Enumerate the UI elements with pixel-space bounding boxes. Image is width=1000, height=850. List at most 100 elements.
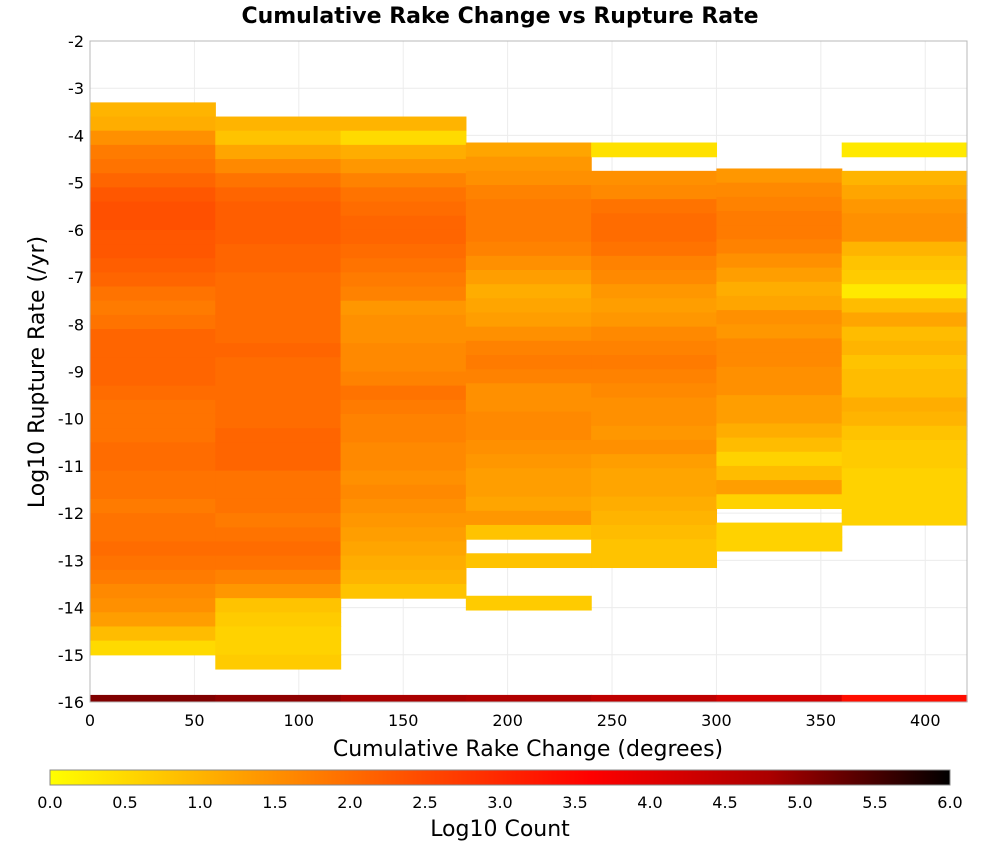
heatmap-cell: [841, 383, 968, 399]
x-tick-label: 400: [910, 711, 941, 730]
colorbar-tick-label: 0.5: [112, 793, 137, 812]
heatmap-cell: [215, 527, 342, 543]
heatmap-cell-bottom: [215, 694, 342, 702]
y-tick-label: -14: [58, 599, 84, 618]
heatmap-cell: [716, 366, 843, 382]
heatmap-cell: [215, 329, 342, 344]
heatmap-cell: [340, 413, 467, 429]
heatmap-cell: [465, 468, 592, 484]
heatmap-cell: [591, 510, 718, 526]
heatmap-cell: [215, 569, 342, 585]
heatmap-cell: [340, 159, 467, 174]
heatmap-cell: [90, 583, 216, 599]
heatmap-cell: [716, 437, 843, 453]
heatmap-cell: [90, 456, 216, 472]
x-axis-label: Cumulative Rake Change (degrees): [333, 737, 723, 762]
heatmap-cell: [90, 626, 216, 642]
heatmap-cell: [591, 284, 718, 299]
heatmap-cell: [340, 470, 467, 486]
heatmap-cell: [841, 284, 968, 299]
y-tick-label: -15: [58, 646, 84, 665]
heatmap-cell-bottom: [841, 694, 968, 702]
heatmap-cell: [90, 612, 216, 628]
heatmap-cell: [465, 383, 592, 399]
heatmap-cell: [340, 272, 467, 288]
heatmap-cell: [465, 284, 592, 299]
heatmap-cell: [90, 258, 216, 273]
heatmap-cell: [340, 215, 467, 231]
heatmap-cell: [591, 354, 718, 370]
heatmap-cell: [90, 116, 216, 132]
heatmap-cell: [591, 524, 718, 540]
heatmap-cell: [716, 253, 843, 269]
heatmap-cell: [716, 380, 843, 396]
heatmap-cell: [215, 300, 342, 316]
heatmap-cell: [841, 482, 968, 498]
heatmap-cell: [340, 456, 467, 472]
heatmap-cell: [90, 527, 216, 543]
heatmap-cell: [841, 269, 968, 285]
heatmap-cell: [340, 343, 467, 358]
heatmap-cell: [90, 286, 216, 302]
heatmap-cell: [340, 244, 467, 259]
heatmap-cell: [215, 541, 342, 557]
heatmap-cell: [340, 130, 467, 146]
x-tick-label: 0: [85, 711, 95, 730]
heatmap-cell: [591, 340, 718, 356]
heatmap-cell: [841, 199, 968, 214]
heatmap-cell: [465, 510, 592, 526]
heatmap-cell: [465, 213, 592, 229]
heatmap-cell: [716, 536, 843, 552]
heatmap-cell: [90, 555, 216, 571]
y-tick-label: -11: [58, 457, 84, 476]
colorbar-tick-label: 3.0: [487, 793, 512, 812]
heatmap-cell: [215, 583, 342, 599]
y-tick-label: -8: [68, 315, 84, 334]
heatmap-cell-bottom: [591, 694, 718, 702]
heatmap-cell: [215, 498, 342, 514]
heatmap-cell: [591, 482, 718, 498]
heatmap-cell: [90, 144, 216, 160]
heatmap-cell: [716, 480, 843, 495]
heatmap-cell: [841, 454, 968, 469]
y-tick-label: -2: [68, 32, 84, 51]
heatmap-cell: [465, 298, 592, 314]
heatmap-cell: [90, 357, 216, 373]
heatmap-cell: [340, 144, 467, 160]
y-axis-label: Log10 Rupture Rate (/yr): [25, 236, 50, 508]
heatmap-cell: [716, 324, 843, 340]
heatmap-cell: [841, 227, 968, 243]
heatmap-cell: [215, 385, 342, 401]
heatmap-cell: [841, 170, 968, 186]
heatmap-cell: [465, 156, 592, 172]
x-tick-label: 300: [701, 711, 732, 730]
heatmap-cell: [465, 482, 592, 498]
heatmap-cell: [716, 338, 843, 354]
colorbar-label: Log10 Count: [430, 817, 570, 842]
colorbar: [49, 769, 951, 786]
heatmap-cell: [591, 185, 718, 200]
heatmap-cell: [465, 369, 592, 384]
x-tick-label: 200: [492, 711, 523, 730]
heatmap-cell: [340, 569, 467, 585]
heatmap-cell: [340, 583, 467, 599]
y-tick-label: -3: [68, 79, 84, 98]
heatmap-cell: [215, 484, 342, 500]
heatmap-cell: [465, 227, 592, 243]
heatmap-cell: [215, 258, 342, 273]
heatmap-cell: [340, 527, 467, 543]
heatmap-cell: [591, 496, 718, 512]
colorbar-tick-label: 5.0: [787, 793, 812, 812]
chart-title: Cumulative Rake Change vs Rupture Rate: [241, 4, 758, 29]
heatmap-cell: [716, 168, 843, 184]
heatmap-cell: [340, 555, 467, 571]
heatmap-cell: [591, 553, 718, 569]
heatmap-cell-bottom: [716, 694, 843, 702]
heatmap-cell: [340, 116, 467, 132]
y-tick-label: -7: [68, 268, 84, 287]
heatmap-cell: [716, 522, 843, 538]
heatmap-cell: [340, 428, 467, 443]
heatmap-cell: [716, 494, 843, 510]
heatmap-cell: [90, 130, 216, 146]
colorbar-tick-label: 5.5: [862, 793, 887, 812]
